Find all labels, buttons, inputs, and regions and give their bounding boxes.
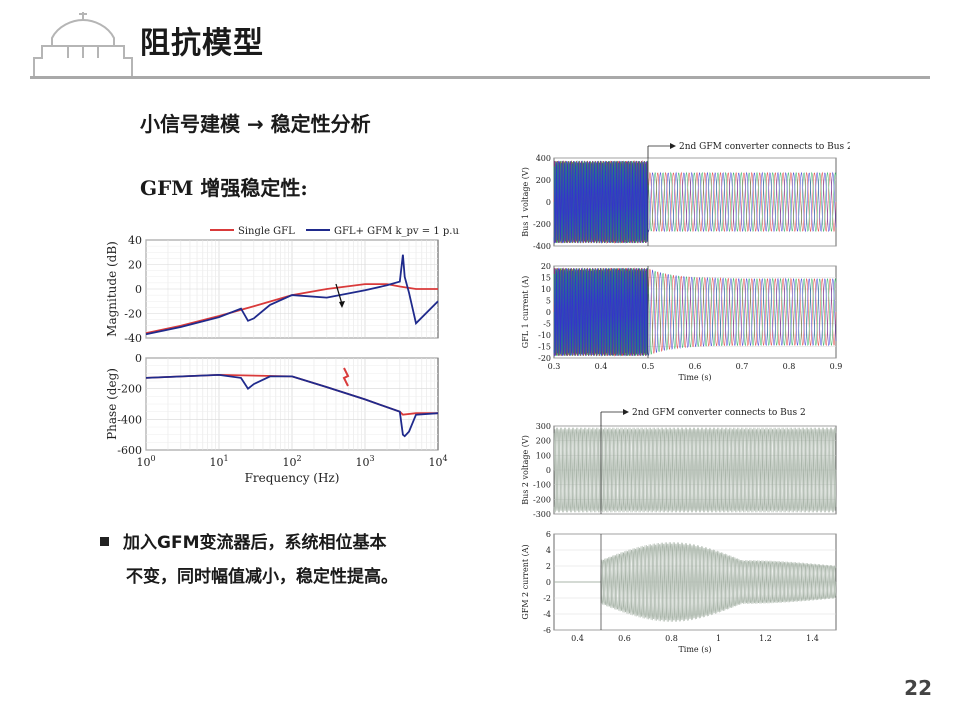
- bullet-square-icon: [100, 537, 109, 546]
- x-tick-label: 0.7: [736, 362, 749, 371]
- y-tick-label: -100: [533, 481, 551, 490]
- section-subtitle: 小信号建模 → 稳定性分析: [140, 112, 371, 136]
- y-tick-label: -6: [543, 626, 551, 635]
- page-title: 阻抗模型: [140, 26, 264, 61]
- x-tick-label: 103: [355, 454, 374, 469]
- y-tick-label: 0: [546, 198, 551, 207]
- y-tick-label: 2: [546, 562, 551, 571]
- y-tick-label: -600: [117, 444, 142, 457]
- y-tick-label: -400: [533, 242, 551, 251]
- y-tick-label: -5: [543, 320, 551, 329]
- x-tick-label: 101: [209, 454, 228, 469]
- y-tick-label: 0: [135, 352, 142, 365]
- x-axis-label: Frequency (Hz): [245, 471, 340, 485]
- x-axis-label: Time (s): [678, 373, 711, 382]
- x-tick-label: 0.8: [783, 362, 796, 371]
- y-tick-label: -4: [543, 610, 551, 619]
- x-tick-label: 1.4: [806, 634, 819, 643]
- x-tick-label: 1: [716, 634, 721, 643]
- y-axis-label: Magnitude (dB): [105, 241, 119, 337]
- header-divider: [30, 76, 930, 79]
- waveform-pre-event-3: [553, 160, 649, 244]
- waveform-pre-event-3: [553, 268, 649, 356]
- y-tick-label: 100: [536, 451, 551, 460]
- annotation-text: 2nd GFM converter connects to Bus 2: [632, 408, 806, 418]
- series-line-gfl-gfm: [145, 254, 439, 336]
- y-tick-label: 20: [128, 259, 142, 272]
- x-tick-label: 102: [282, 454, 301, 469]
- y-tick-label: 40: [128, 234, 142, 247]
- y-axis-label: Phase (deg): [105, 368, 119, 440]
- y-tick-label: 300: [536, 422, 551, 431]
- y-tick-label: -200: [533, 220, 551, 229]
- x-tick-label: 0.3: [548, 362, 561, 371]
- y-tick-label: 200: [536, 437, 551, 446]
- x-tick-label: 104: [428, 454, 447, 469]
- y-tick-label: -200: [533, 495, 551, 504]
- y-tick-label: 4: [546, 546, 551, 555]
- x-tick-label: 0.9: [830, 362, 843, 371]
- y-tick-label: -400: [117, 413, 142, 426]
- x-tick-label: 1.2: [759, 634, 772, 643]
- y-tick-label: -20: [124, 308, 142, 321]
- y-tick-label: 20: [541, 262, 551, 271]
- x-axis-label: Time (s): [678, 645, 711, 654]
- x-tick-label: 0.8: [665, 634, 678, 643]
- panel-gfl1-current: 20 15 10 5 0 -5 -10 -15 -20 GFL 1 current (A) 0.3 0…: [521, 262, 842, 382]
- y-tick-label: 200: [536, 176, 551, 185]
- annotation-arrow-red: [342, 367, 350, 387]
- y-tick-label: -300: [533, 510, 551, 519]
- y-tick-label: 0: [546, 578, 551, 587]
- x-tick-label: 0.4: [571, 634, 584, 643]
- annotation-arrow-head: [670, 143, 676, 149]
- legend-label-gfm: GFL+ GFM k_pv = 1 p.u.: [334, 226, 460, 237]
- bode-phase-panel: 0 -200 -400 -600 Phase (deg) 100 101 102 103 104 F…: [105, 352, 448, 485]
- y-tick-label: -20: [538, 354, 551, 363]
- page-number: 22: [904, 676, 932, 700]
- series-line-gfl: [145, 283, 438, 334]
- x-tick-label: 0.6: [618, 634, 631, 643]
- y-tick-label: 0: [135, 283, 142, 296]
- x-tick-label: 0.5: [642, 362, 655, 371]
- x-tick-label: 0.4: [595, 362, 608, 371]
- y-axis-label: GFL 1 current (A): [521, 276, 530, 348]
- bode-plot-figure: 40 20 0 -20 -40 Magnitude (dB) Single GFL GFL+ …: [105, 226, 460, 485]
- y-axis-label: Bus 1 voltage (V): [521, 167, 530, 237]
- annotation-text: 2nd GFM converter connects to Bus 2: [679, 142, 850, 152]
- y-axis-label: Bus 2 voltage (V): [521, 435, 530, 505]
- y-tick-label: 0: [546, 308, 551, 317]
- panel-gfm2-current: 6 4 2 0 -2 -4 -6 GFM 2 current (A) 0.4 0.6 0.8 1 1.2…: [521, 530, 837, 654]
- legend-label-gfl: Single GFL: [238, 226, 295, 237]
- bullet-line-2: 不变，同时幅值减小，稳定性提高。: [126, 567, 398, 587]
- x-tick-label: 100: [136, 454, 155, 469]
- y-tick-label: -10: [538, 331, 551, 340]
- conclusion-bullet: 加入GFM变流器后，系统相位基本 不变，同时幅值减小，稳定性提高。: [100, 526, 480, 594]
- y-axis-label: GFM 2 current (A): [521, 544, 530, 619]
- y-tick-label: 10: [541, 285, 551, 294]
- bode-magnitude-panel: 40 20 0 -20 -40 Magnitude (dB) Single GFL GFL+ …: [105, 226, 460, 345]
- y-tick-label: 6: [546, 530, 551, 539]
- y-tick-label: 400: [536, 154, 551, 163]
- y-tick-label: -15: [538, 343, 551, 352]
- dome-logo-icon: [33, 12, 133, 78]
- series-line-gfl-gfm: [145, 373, 439, 438]
- y-tick-label: 5: [546, 297, 551, 306]
- y-tick-label: 0: [546, 466, 551, 475]
- y-tick-label: -40: [124, 332, 142, 345]
- y-tick-label: 15: [541, 274, 551, 283]
- bullet-line-1: 加入GFM变流器后，系统相位基本: [123, 533, 387, 553]
- y-tick-label: -2: [543, 594, 551, 603]
- annotation-arrow-head: [623, 409, 629, 415]
- y-tick-label: -200: [117, 383, 142, 396]
- annotation-arrow-black-head: [339, 301, 345, 308]
- annotation-arrow-black: [335, 283, 343, 305]
- x-tick-label: 0.6: [689, 362, 702, 371]
- gfm-heading: GFM 增强稳定性:: [140, 176, 308, 200]
